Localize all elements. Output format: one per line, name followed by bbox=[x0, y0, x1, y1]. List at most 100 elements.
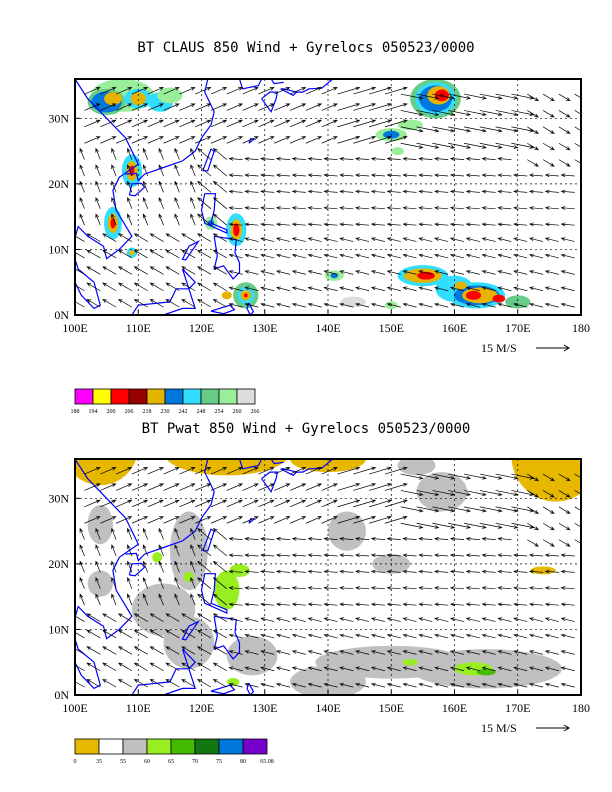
wind-vector bbox=[448, 126, 472, 133]
wind-vector bbox=[163, 467, 180, 475]
wind-vector bbox=[95, 560, 101, 573]
wind-vector bbox=[337, 499, 361, 508]
shaded-region bbox=[505, 295, 531, 309]
wind-vector bbox=[195, 516, 212, 524]
wind-vector bbox=[179, 516, 196, 524]
wind-vector bbox=[165, 629, 180, 639]
wind-vector bbox=[149, 646, 164, 655]
coastline bbox=[210, 304, 236, 315]
wind-vector bbox=[560, 270, 575, 275]
wind-vector bbox=[258, 499, 275, 508]
wind-vector bbox=[115, 119, 133, 128]
wind-vector bbox=[513, 650, 528, 655]
wind-vector bbox=[449, 173, 465, 178]
wind-vector bbox=[165, 646, 180, 655]
wind-vector bbox=[558, 93, 571, 102]
wind-vector bbox=[102, 629, 117, 639]
wind-vector bbox=[133, 662, 148, 672]
wind-vector bbox=[212, 233, 227, 242]
wind-vector bbox=[418, 302, 433, 308]
wind-vector bbox=[479, 522, 503, 529]
wind-vector bbox=[226, 483, 244, 491]
coastline bbox=[202, 148, 215, 172]
wind-vector bbox=[355, 586, 370, 590]
coastline bbox=[210, 684, 236, 695]
wind-vector bbox=[275, 682, 291, 688]
wind-vector bbox=[190, 576, 196, 589]
wind-vector bbox=[386, 206, 401, 210]
wind-vector bbox=[434, 237, 449, 242]
wind-vector bbox=[386, 270, 401, 275]
wind-vector bbox=[158, 213, 164, 226]
wind-vector bbox=[402, 270, 417, 275]
wind-vector bbox=[260, 586, 275, 590]
wind-vector bbox=[307, 553, 322, 558]
wind-vector bbox=[481, 237, 496, 242]
wind-vector bbox=[131, 467, 149, 475]
wind-vector bbox=[339, 270, 354, 275]
wind-vector bbox=[275, 586, 291, 590]
wind-vector bbox=[497, 156, 512, 161]
wind-vector bbox=[181, 249, 196, 259]
wind-vector bbox=[117, 646, 133, 655]
wind-vector bbox=[560, 617, 575, 622]
wind-vector bbox=[174, 164, 180, 177]
wind-vector bbox=[434, 586, 449, 590]
wind-vector bbox=[355, 602, 370, 607]
wind-vector bbox=[370, 206, 385, 210]
wind-vector bbox=[465, 222, 480, 227]
wind-vector bbox=[386, 156, 401, 161]
wind-vector bbox=[75, 630, 85, 639]
wind-vector bbox=[84, 103, 101, 111]
wind-vector bbox=[86, 282, 101, 292]
wind-vector bbox=[528, 553, 544, 558]
wind-vector bbox=[402, 189, 417, 194]
x-tick-label: 170E bbox=[505, 701, 530, 715]
wind-vector bbox=[528, 682, 544, 688]
wind-vector bbox=[513, 633, 528, 639]
wind-vector bbox=[197, 629, 212, 639]
coastline bbox=[128, 182, 146, 197]
wind-vector bbox=[542, 93, 555, 102]
wind-vector bbox=[513, 617, 528, 622]
wind-vector bbox=[84, 87, 101, 95]
legend-label: 80 bbox=[240, 759, 246, 765]
wind-vector bbox=[258, 119, 275, 128]
wind-vector bbox=[479, 142, 503, 149]
wind-vector bbox=[386, 173, 401, 178]
wind-vector bbox=[84, 483, 101, 491]
wind-vector bbox=[174, 576, 180, 589]
wind-vector bbox=[291, 173, 306, 178]
legend-swatch bbox=[92, 388, 112, 405]
wind-vector bbox=[481, 633, 496, 639]
wind-vector bbox=[75, 250, 85, 259]
wind-vector bbox=[434, 682, 449, 688]
wind-vector bbox=[339, 633, 354, 639]
top-map-panel: 100E 110E 120E 130E 140E 150E 160E 170E 180 0N 10N… bbox=[48, 78, 590, 415]
wind-vector bbox=[527, 142, 540, 151]
wind-vector bbox=[449, 666, 465, 672]
wind-vector bbox=[339, 189, 354, 194]
wind-vector bbox=[544, 586, 559, 590]
wind-vector bbox=[291, 633, 306, 639]
wind-vector bbox=[291, 682, 306, 688]
wind-vector bbox=[384, 499, 408, 508]
wind-vector bbox=[513, 237, 528, 242]
wind-vector bbox=[528, 253, 544, 259]
legend-label: 266 bbox=[251, 409, 260, 415]
wind-vector bbox=[75, 679, 85, 688]
wind-vector bbox=[479, 490, 503, 497]
wind-vector bbox=[86, 613, 101, 622]
wind-vector bbox=[79, 164, 85, 177]
wind-vector bbox=[84, 516, 101, 524]
wind-vector bbox=[158, 196, 164, 209]
coastline bbox=[181, 620, 201, 641]
wind-vector bbox=[260, 617, 275, 622]
wind-vector bbox=[275, 602, 291, 607]
wind-vector bbox=[117, 266, 133, 275]
wind-vector bbox=[481, 553, 496, 558]
wind-vector bbox=[481, 650, 496, 655]
wind-vector bbox=[544, 553, 559, 558]
wind-vector bbox=[355, 666, 370, 672]
wind-vector bbox=[307, 602, 322, 607]
